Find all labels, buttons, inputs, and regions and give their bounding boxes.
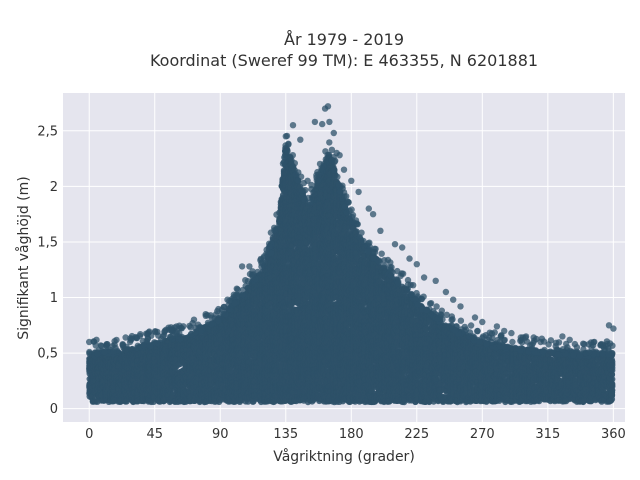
chart-subtitle: Koordinat (Sweref 99 TM): E 463355, N 62… [150, 51, 538, 70]
chart-title: År 1979 - 2019 [284, 30, 404, 49]
data-points [86, 103, 617, 406]
